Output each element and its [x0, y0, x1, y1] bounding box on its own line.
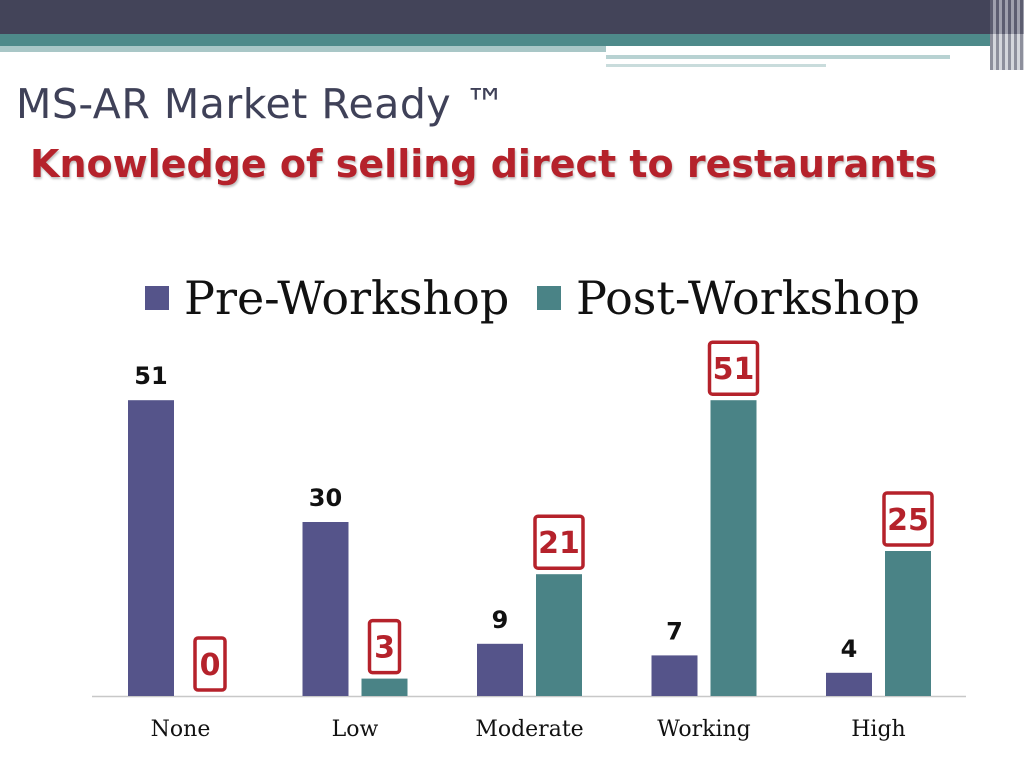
data-label-post-working: 51 [713, 352, 755, 387]
bar-post-moderate [536, 574, 582, 696]
header-band-light [0, 46, 606, 52]
highlight-box-high [882, 491, 934, 547]
category-label-working: Working [657, 717, 751, 742]
header-band-teal [0, 34, 1024, 46]
legend-label-pre: Pre-Workshop [184, 271, 509, 325]
bar-post-working [710, 400, 757, 696]
bar-pre-high [826, 672, 872, 696]
bar-pre-none [128, 400, 174, 696]
highlight-box-working [707, 340, 760, 396]
highlight-box-moderate [533, 514, 585, 570]
chart-legend: Pre-Workshop Post-Workshop [145, 271, 920, 325]
legend-swatch-pre [145, 286, 169, 310]
highlight-box-low [367, 618, 402, 675]
data-label-post-moderate: 21 [538, 526, 580, 561]
header-band-thin [606, 55, 950, 59]
bar-post-high [885, 551, 931, 696]
bar-post-low [361, 678, 408, 696]
legend-swatch-post [537, 286, 561, 310]
header-band-thin [606, 64, 826, 67]
chart-category-labels: None Low Moderate Working High [151, 717, 906, 742]
header-band-dark [0, 0, 990, 34]
highlight-box-none [193, 636, 227, 692]
slide-title: MS-AR Market Ready ™ [16, 80, 507, 128]
slide-subtitle: Knowledge of selling direct to restauran… [30, 142, 938, 186]
category-label-moderate: Moderate [475, 717, 583, 742]
bar-pre-moderate [477, 643, 523, 696]
data-label-pre-low: 30 [309, 484, 342, 512]
chart-bars [92, 400, 966, 698]
data-label-pre-high: 4 [841, 635, 858, 663]
data-label-pre-none: 51 [134, 362, 167, 390]
category-label-low: Low [332, 717, 379, 742]
bar-pre-working [651, 655, 698, 696]
data-label-post-low: 3 [374, 631, 395, 666]
category-label-none: None [151, 717, 211, 742]
data-label-post-high: 25 [887, 503, 929, 538]
bar-pre-low [302, 522, 349, 696]
bar-chart: Pre-Workshop Post-Workshop 51 0 30 3 9 21 7 51 4 2… [92, 271, 966, 742]
legend-label-post: Post-Workshop [576, 271, 920, 325]
chart-data-labels: 51 0 30 3 9 21 7 51 4 25 [134, 340, 934, 692]
category-label-high: High [851, 717, 905, 742]
header-stripes [990, 0, 1024, 70]
data-label-post-none: 0 [200, 648, 221, 683]
data-label-pre-moderate: 9 [492, 606, 509, 634]
data-label-pre-working: 7 [666, 617, 683, 645]
